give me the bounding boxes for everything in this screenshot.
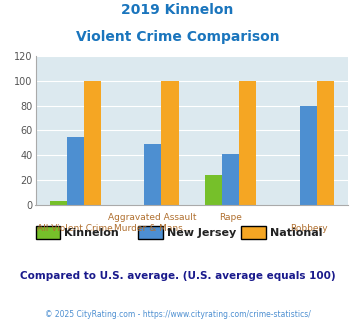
Bar	[84, 81, 101, 205]
Text: All Violent Crime: All Violent Crime	[37, 224, 113, 233]
Text: Compared to U.S. average. (U.S. average equals 100): Compared to U.S. average. (U.S. average …	[20, 271, 335, 280]
Bar	[144, 144, 162, 205]
Text: Kinnelon: Kinnelon	[64, 228, 119, 238]
Text: Violent Crime Comparison: Violent Crime Comparison	[76, 30, 279, 44]
Text: 2019 Kinnelon: 2019 Kinnelon	[121, 3, 234, 17]
Bar	[67, 137, 84, 205]
Text: Rape: Rape	[219, 213, 242, 222]
Text: Murder & Mans...: Murder & Mans...	[114, 224, 191, 233]
Text: Aggravated Assault: Aggravated Assault	[108, 213, 197, 222]
Bar	[162, 81, 179, 205]
Text: New Jersey: New Jersey	[167, 228, 236, 238]
Bar	[300, 106, 317, 205]
Bar	[205, 175, 222, 205]
Text: © 2025 CityRating.com - https://www.cityrating.com/crime-statistics/: © 2025 CityRating.com - https://www.city…	[45, 310, 310, 319]
Text: Robbery: Robbery	[290, 224, 328, 233]
Bar	[239, 81, 256, 205]
Bar	[317, 81, 334, 205]
Bar	[222, 154, 239, 205]
Bar	[50, 201, 67, 205]
Text: National: National	[270, 228, 322, 238]
